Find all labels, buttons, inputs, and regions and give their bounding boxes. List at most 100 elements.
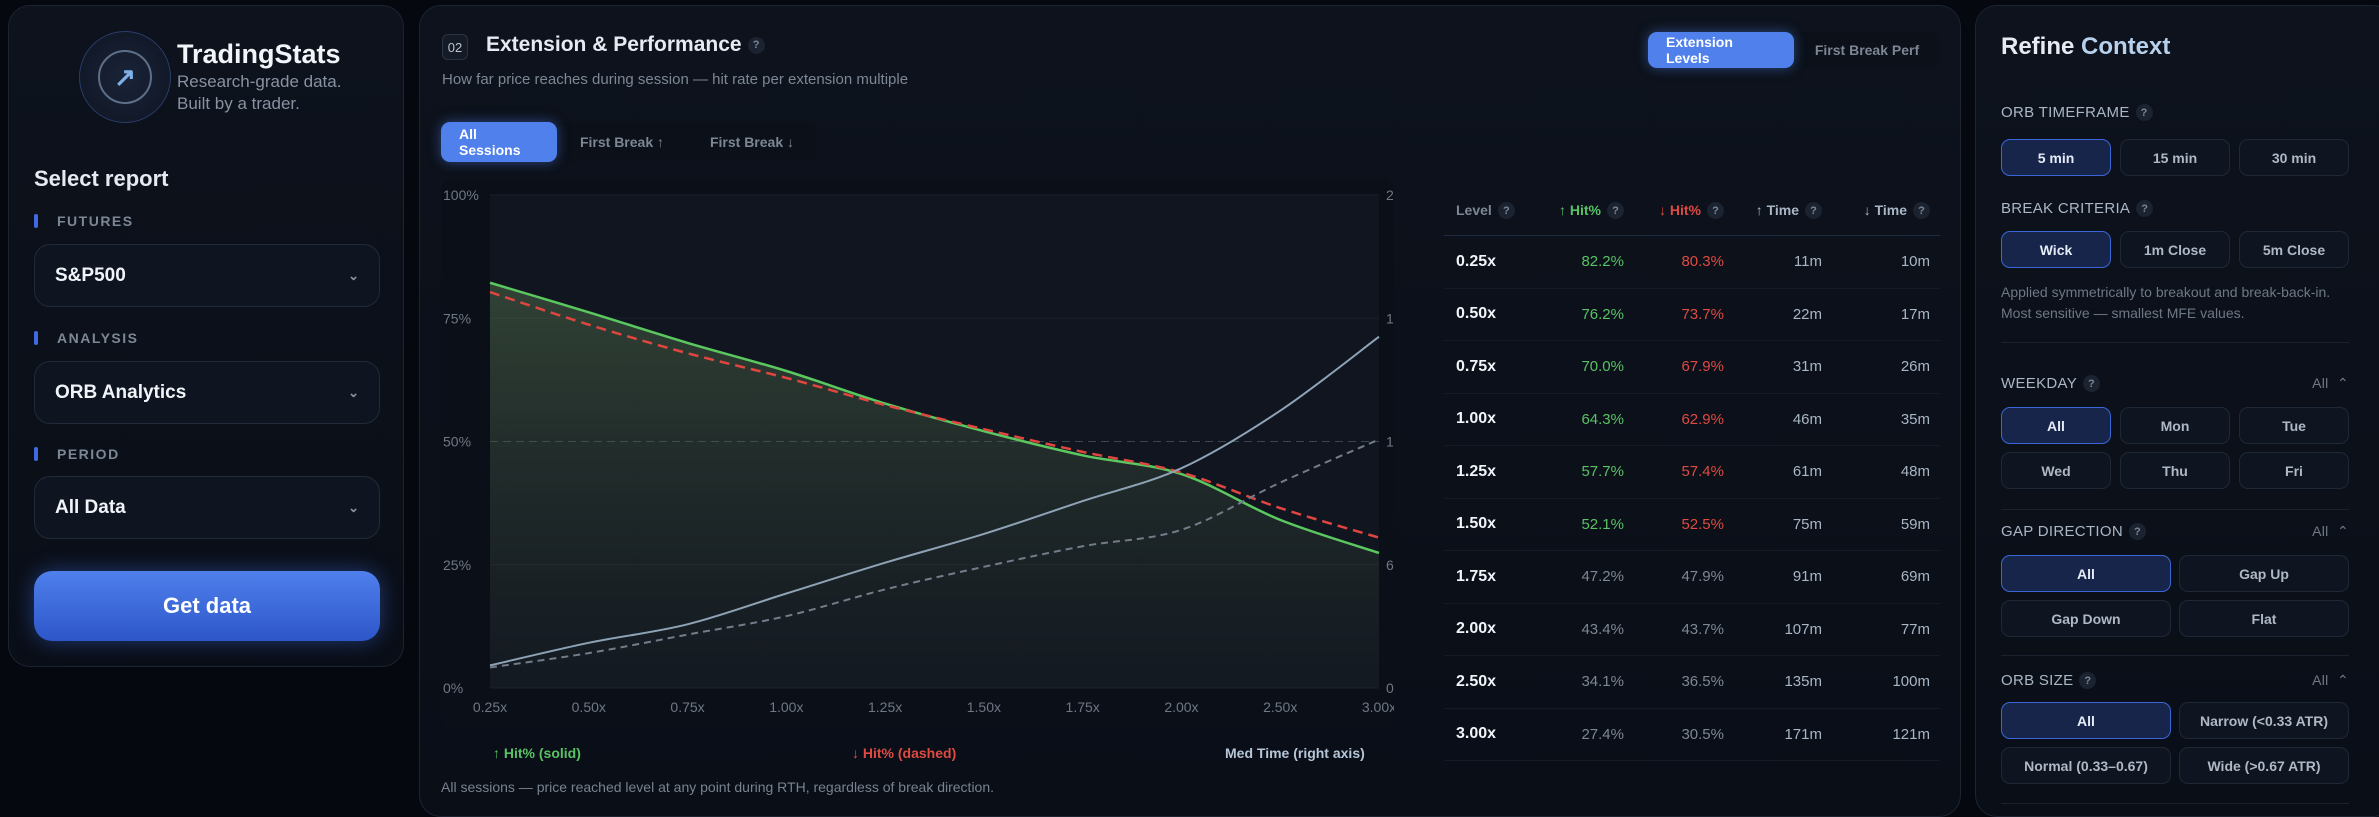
orb_size-option[interactable]: Narrow (<0.33 ATR) xyxy=(2179,702,2349,739)
weekday-option[interactable]: Wed xyxy=(2001,452,2111,489)
gap_direction-option[interactable]: Gap Up xyxy=(2179,555,2349,592)
orb_size-summary[interactable]: All ⌃ xyxy=(2312,672,2349,688)
help-icon[interactable]: ? xyxy=(1607,202,1624,220)
x-tick: 1.25x xyxy=(868,699,902,715)
futures-select[interactable]: S&P500 ⌄ xyxy=(34,244,380,307)
weekday-option[interactable]: Mon xyxy=(2120,407,2230,444)
chart-footnote: All sessions — price reached level at an… xyxy=(441,779,995,795)
cell-down-hit: 36.5% xyxy=(1681,673,1724,691)
break_criteria-label: BREAK CRITERIA? xyxy=(2001,200,2349,217)
table-row: 1.50x 52.1% 52.5% 75m 59m xyxy=(1444,499,1940,551)
y-right-tick: 240m xyxy=(1386,187,1394,203)
orb_timeframe-label: ORB TIMEFRAME? xyxy=(2001,104,2349,121)
cell-level: 1.00x xyxy=(1456,410,1497,428)
cell-up-hit: 52.1% xyxy=(1581,515,1624,533)
help-icon[interactable]: ? xyxy=(1497,202,1515,220)
help-icon[interactable]: ? xyxy=(2135,104,2153,121)
table-row: 1.75x 47.2% 47.9% 91m 69m xyxy=(1444,551,1940,604)
cell-level: 2.00x xyxy=(1456,620,1497,638)
gap_direction-summary[interactable]: All ⌃ xyxy=(2312,523,2349,539)
analysis-select[interactable]: ORB Analytics ⌄ xyxy=(34,361,380,424)
get-data-button[interactable]: Get data xyxy=(34,571,380,641)
cell-down-time: 48m xyxy=(1900,463,1930,481)
cell-down-hit: 47.9% xyxy=(1681,568,1724,586)
divider xyxy=(2001,655,2349,656)
cell-down-hit: 73.7% xyxy=(1681,305,1724,323)
section-subtitle: How far price reaches during session — h… xyxy=(442,71,909,88)
cell-up-hit: 57.7% xyxy=(1581,463,1624,481)
cell-down-hit: 30.5% xyxy=(1681,725,1724,743)
tagline-line: Built by a trader. xyxy=(177,94,300,113)
help-icon[interactable]: ? xyxy=(2079,672,2097,689)
tagline-line: Research-grade data. xyxy=(177,72,342,91)
cell-up-hit: 47.2% xyxy=(1581,568,1624,586)
help-icon[interactable]: ? xyxy=(1805,202,1822,220)
chevron-down-icon: ⌄ xyxy=(348,384,359,400)
x-tick: 2.50x xyxy=(1263,699,1297,715)
x-tick: 2.00x xyxy=(1164,699,1198,715)
cell-down-time: 59m xyxy=(1900,515,1930,533)
gap_direction-option[interactable]: All xyxy=(2001,555,2171,592)
chevron-up-icon: ⌃ xyxy=(2336,523,2349,539)
gap_direction-option[interactable]: Gap Down xyxy=(2001,600,2171,637)
refine-title: Refine Context xyxy=(2001,33,2171,60)
orb_size-option[interactable]: All xyxy=(2001,702,2171,739)
weekday-option[interactable]: Thu xyxy=(2120,452,2230,489)
series-line-2 xyxy=(489,335,1380,667)
tab-extension-levels[interactable]: Extension Levels xyxy=(1648,32,1794,68)
gap_direction-option[interactable]: Flat xyxy=(2179,600,2349,637)
orb_timeframe-option[interactable]: 15 min xyxy=(2120,139,2230,176)
help-icon[interactable]: ? xyxy=(2128,523,2146,540)
cell-up-time: 107m xyxy=(1784,620,1822,638)
brand-name: TradingStats xyxy=(177,39,341,69)
table-row: 2.00x 43.4% 43.7% 107m 77m xyxy=(1444,604,1940,656)
help-icon[interactable]: ? xyxy=(2136,200,2154,217)
x-tick: 3.00x xyxy=(1362,699,1394,715)
x-tick: 1.75x xyxy=(1066,699,1100,715)
help-icon[interactable]: ? xyxy=(2083,375,2101,392)
orb_size-option[interactable]: Normal (0.33–0.67) xyxy=(2001,747,2171,784)
tab-first-break-up[interactable]: First Break ↑ xyxy=(579,134,665,150)
break_criteria-option[interactable]: Wick xyxy=(2001,231,2111,268)
chevron-up-icon: ⌃ xyxy=(2336,375,2349,391)
help-icon[interactable]: ? xyxy=(1707,202,1724,220)
cell-level: 1.75x xyxy=(1456,567,1497,585)
y-left-tick: 75% xyxy=(443,310,471,326)
weekday-summary[interactable]: All ⌃ xyxy=(2312,375,2349,391)
orb_size-option[interactable]: Wide (>0.67 ATR) xyxy=(2179,747,2349,784)
orb_size-label: ORB SIZE? All ⌃ xyxy=(2001,672,2349,689)
legend-med-time: Med Time (right axis) xyxy=(1225,745,1365,761)
tab-first-break-down[interactable]: First Break ↓ xyxy=(709,134,795,150)
chevron-down-icon: ⌄ xyxy=(348,499,359,515)
gap_direction-label: GAP DIRECTION? All ⌃ xyxy=(2001,523,2349,540)
label-marker xyxy=(34,447,38,461)
x-tick: 0.50x xyxy=(572,699,606,715)
x-tick: 1.50x xyxy=(967,699,1001,715)
orb_timeframe-option[interactable]: 5 min xyxy=(2001,139,2111,176)
cell-down-time: 10m xyxy=(1900,253,1930,271)
table-row: 1.00x 64.3% 62.9% 46m 35m xyxy=(1444,394,1940,446)
help-icon[interactable]: ? xyxy=(1913,202,1930,220)
weekday-option[interactable]: Fri xyxy=(2239,452,2349,489)
weekday-option[interactable]: Tue xyxy=(2239,407,2349,444)
cell-level: 0.75x xyxy=(1456,357,1497,375)
logo-mark-icon: ↗ xyxy=(98,50,152,104)
y-left-tick: 25% xyxy=(443,557,471,573)
cell-level: 3.00x xyxy=(1456,725,1497,743)
break_criteria-option[interactable]: 5m Close xyxy=(2239,231,2349,268)
cell-up-time: 31m xyxy=(1792,358,1822,376)
tab-first-break-perf[interactable]: First Break Perf xyxy=(1814,42,1920,58)
help-icon[interactable]: ? xyxy=(747,36,765,54)
period-select[interactable]: All Data ⌄ xyxy=(34,476,380,539)
cell-down-hit: 52.5% xyxy=(1681,515,1724,533)
cell-up-hit: 76.2% xyxy=(1581,305,1624,323)
cell-down-time: 26m xyxy=(1900,358,1930,376)
cell-up-hit: 70.0% xyxy=(1581,358,1624,376)
break_criteria-option[interactable]: 1m Close xyxy=(2120,231,2230,268)
tab-all-sessions[interactable]: All Sessions xyxy=(441,122,557,162)
cell-up-hit: 64.3% xyxy=(1581,410,1624,428)
y-right-tick: 180m xyxy=(1386,310,1394,326)
x-tick: 0.25x xyxy=(473,699,507,715)
weekday-option[interactable]: All xyxy=(2001,407,2111,444)
orb_timeframe-option[interactable]: 30 min xyxy=(2239,139,2349,176)
